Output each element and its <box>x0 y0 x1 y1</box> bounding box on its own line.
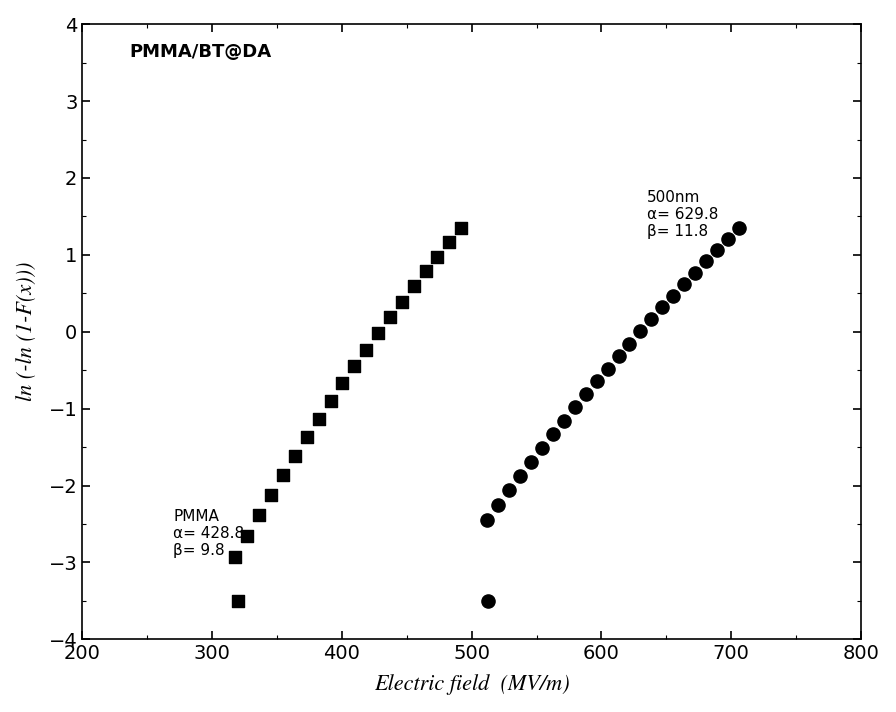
Point <box>359 344 374 355</box>
Point <box>600 363 615 375</box>
Point <box>407 281 421 292</box>
Point <box>546 429 560 440</box>
Point <box>567 402 582 413</box>
Point <box>299 431 314 443</box>
Point <box>524 456 538 468</box>
Point <box>394 296 409 308</box>
Point <box>371 328 385 339</box>
Text: PMMA/BT@DA: PMMA/BT@DA <box>129 43 271 61</box>
Point <box>347 361 361 372</box>
Point <box>480 514 495 525</box>
Point <box>454 222 469 234</box>
Point <box>418 266 433 277</box>
Text: PMMA
α= 428.8
β= 9.8: PMMA α= 428.8 β= 9.8 <box>173 508 245 558</box>
Point <box>720 234 735 245</box>
Point <box>491 499 505 511</box>
Text: 500nm
α= 629.8
β= 11.8: 500nm α= 629.8 β= 11.8 <box>647 189 719 239</box>
Point <box>335 377 349 389</box>
Point <box>443 236 457 248</box>
Point <box>732 222 746 234</box>
Point <box>288 450 302 461</box>
Point <box>231 595 246 607</box>
Point <box>644 313 659 325</box>
Point <box>252 509 266 520</box>
Point <box>481 595 495 607</box>
Point <box>240 530 254 541</box>
Point <box>611 350 625 362</box>
Point <box>556 415 571 426</box>
Point <box>688 267 702 278</box>
Point <box>535 442 549 454</box>
Point <box>502 485 516 496</box>
Y-axis label: ln (-ln (1-F(x))): ln (-ln (1-F(x))) <box>17 262 38 402</box>
Point <box>312 413 326 424</box>
Point <box>228 551 243 562</box>
Point <box>276 469 290 481</box>
Point <box>590 376 604 387</box>
Point <box>513 470 527 481</box>
Point <box>323 395 338 407</box>
Point <box>623 338 637 350</box>
Point <box>677 278 692 290</box>
Point <box>710 244 724 256</box>
Point <box>699 256 713 267</box>
Point <box>430 251 444 263</box>
Point <box>633 325 648 337</box>
Point <box>666 290 680 301</box>
X-axis label: Electric field  (MV/m): Electric field (MV/m) <box>374 674 570 696</box>
Point <box>383 312 397 323</box>
Point <box>264 489 279 501</box>
Point <box>655 302 669 313</box>
Point <box>579 389 593 400</box>
